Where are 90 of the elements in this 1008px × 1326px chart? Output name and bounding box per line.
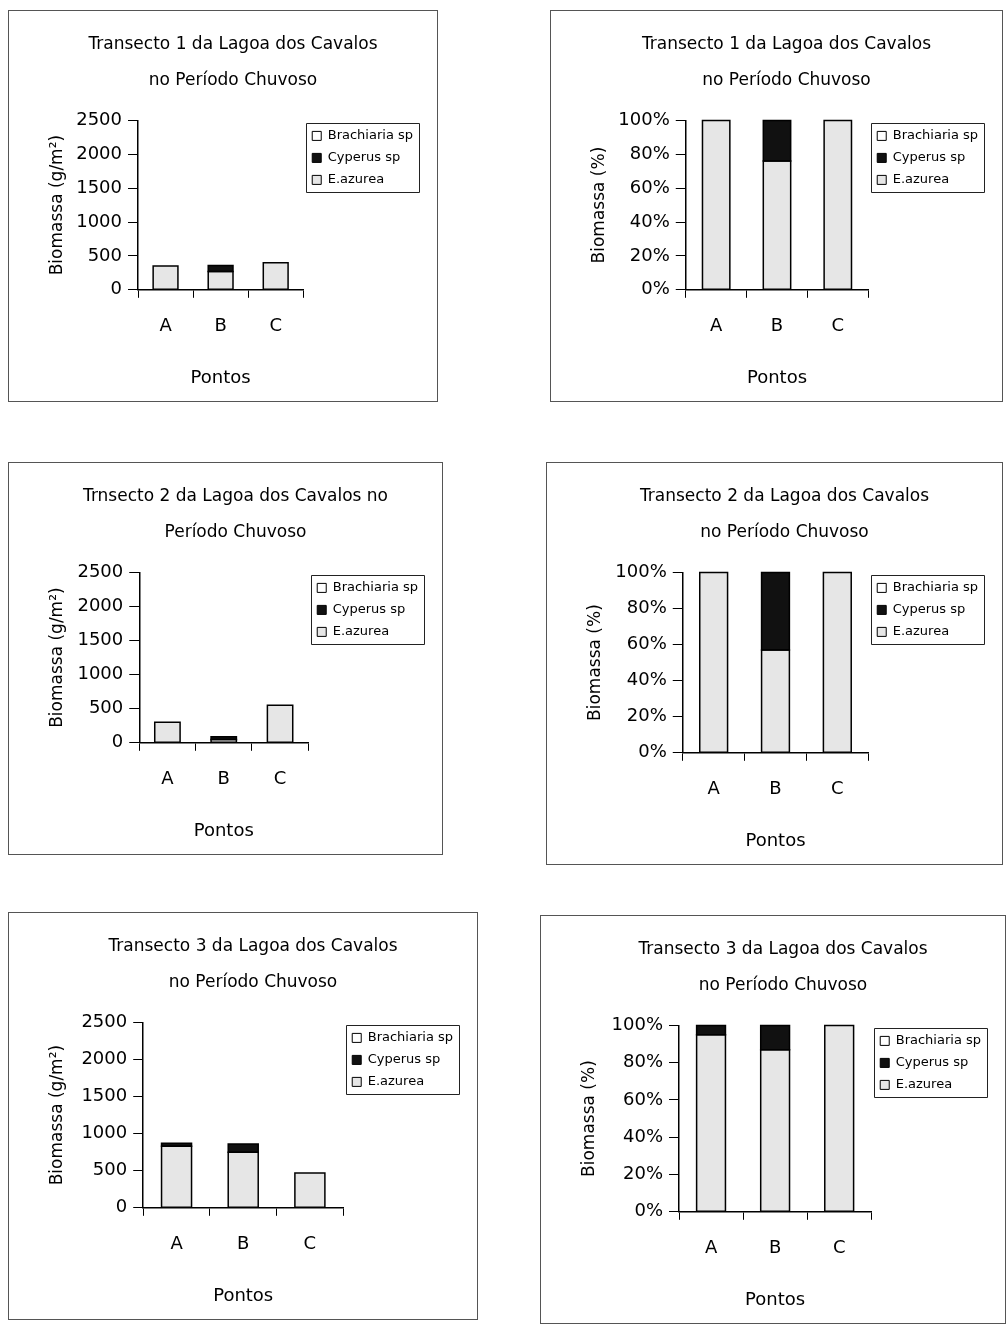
x-tick-label: C: [832, 1236, 846, 1258]
legend-label: Cyperus sp: [332, 601, 406, 617]
y-tick-label: 1000: [81, 1121, 128, 1143]
y-tick-label: 80%: [626, 596, 667, 618]
y-tick-label: 40%: [622, 1124, 663, 1146]
y-tick-label: 2500: [77, 560, 124, 582]
y-tick-label: 1000: [76, 209, 122, 231]
x-tick-label: A: [704, 1236, 718, 1258]
chart-title: Trnsecto 2 da Lagoa dos Cavalos no Período Chuvoso: [82, 485, 388, 541]
y-tick-label: 1500: [76, 175, 122, 197]
x-tick-label: B: [217, 767, 230, 789]
x-tick-label: B: [768, 1236, 782, 1258]
chart-title: Transecto 1 da Lagoa dos Cavalos no Período Chuvoso: [87, 33, 378, 89]
legend-label: Brachiaria sp: [892, 127, 979, 143]
y-tick-label: 2500: [76, 108, 122, 130]
chart-title: Transecto 3 da Lagoa dos Cavalos no Período Chuvoso: [637, 938, 928, 994]
y-tick-label: 20%: [629, 243, 670, 265]
x-tick-label: A: [161, 767, 175, 789]
y-tick-label: 2000: [76, 141, 122, 163]
x-tick-label: C: [273, 767, 287, 789]
legend-label: E.azurea: [327, 171, 385, 187]
x-tick-label: C: [831, 314, 845, 336]
x-axis-title: Pontos: [193, 818, 254, 840]
y-tick-label: 0: [111, 730, 124, 752]
y-tick-label: 20%: [626, 704, 667, 726]
legend-label: Cyperus sp: [895, 1054, 969, 1070]
x-axis-title: Pontos: [745, 1287, 806, 1309]
y-tick-label: 2000: [81, 1047, 128, 1069]
chart-title: Transecto 2 da Lagoa dos Cavalos no Período Chuvoso: [638, 485, 930, 541]
y-axis-title: Biomassa (%): [587, 146, 608, 264]
y-tick-label: 1500: [77, 628, 124, 650]
y-tick-label: 1000: [77, 662, 124, 684]
y-tick-label: 100%: [618, 108, 670, 130]
x-tick-label: A: [707, 777, 721, 799]
y-tick-label: 60%: [622, 1087, 663, 1109]
legend-label: E.azurea: [892, 623, 950, 639]
y-tick-label: 60%: [629, 175, 670, 197]
y-tick-label: 2000: [77, 594, 124, 616]
legend-label: Cyperus sp: [327, 149, 401, 165]
y-axis-title: Biomassa (g/m²): [45, 1044, 66, 1186]
legend-label: E.azurea: [332, 623, 390, 639]
y-tick-label: 500: [88, 696, 124, 718]
x-tick-label: C: [269, 314, 282, 336]
chart-title: Transecto 1 da Lagoa dos Cavalos no Período Chuvoso: [640, 33, 932, 89]
x-axis-title: Pontos: [213, 1283, 274, 1305]
x-tick-label: A: [710, 314, 723, 336]
y-tick-label: 100%: [615, 560, 667, 582]
legend-label: Brachiaria sp: [367, 1029, 454, 1045]
x-tick-label: A: [159, 314, 173, 336]
legend-label: Brachiaria sp: [332, 579, 419, 595]
y-axis-title: Biomassa (g/m²): [45, 134, 66, 276]
y-tick-label: 500: [87, 243, 122, 265]
y-tick-label: 0: [115, 1195, 128, 1217]
legend-label: Brachiaria sp: [895, 1032, 982, 1048]
legend-label: Brachiaria sp: [327, 127, 414, 143]
legend-label: Brachiaria sp: [892, 579, 979, 595]
x-tick-label: A: [170, 1232, 184, 1254]
legend-label: Cyperus sp: [892, 149, 966, 165]
y-tick-label: 0%: [638, 740, 667, 762]
legend-label: E.azurea: [892, 171, 950, 187]
x-tick-label: B: [237, 1232, 250, 1254]
y-tick-label: 40%: [629, 209, 670, 231]
x-tick-label: B: [769, 777, 782, 799]
y-tick-label: 20%: [622, 1162, 663, 1184]
y-axis-title: Biomassa (g/m²): [45, 587, 66, 728]
legend-label: E.azurea: [367, 1073, 425, 1089]
y-tick-label: 0%: [641, 277, 670, 299]
x-tick-label: C: [831, 777, 844, 799]
x-tick-label: B: [214, 314, 227, 336]
y-axis-title: Biomassa (%): [583, 604, 604, 721]
y-tick-label: 2500: [81, 1010, 128, 1032]
chart-title: Transecto 3 da Lagoa dos Cavalos no Período Chuvoso: [107, 935, 398, 991]
x-tick-label: C: [303, 1232, 317, 1254]
x-axis-title: Pontos: [745, 828, 806, 850]
x-tick-label: B: [770, 314, 784, 336]
y-tick-label: 0%: [634, 1199, 663, 1221]
y-tick-label: 0: [110, 277, 122, 299]
x-axis-title: Pontos: [746, 365, 808, 387]
legend-label: E.azurea: [895, 1076, 953, 1092]
y-tick-label: 80%: [622, 1050, 663, 1072]
y-tick-label: 40%: [626, 668, 667, 690]
y-tick-label: 80%: [629, 141, 670, 163]
legend-label: Cyperus sp: [892, 601, 966, 617]
y-tick-label: 60%: [626, 632, 667, 654]
y-tick-label: 1500: [81, 1084, 128, 1106]
x-axis-title: Pontos: [190, 365, 251, 387]
legend-label: Cyperus sp: [367, 1051, 441, 1067]
y-tick-label: 100%: [611, 1013, 663, 1035]
y-tick-label: 500: [92, 1158, 128, 1180]
y-axis-title: Biomassa (%): [577, 1060, 598, 1177]
